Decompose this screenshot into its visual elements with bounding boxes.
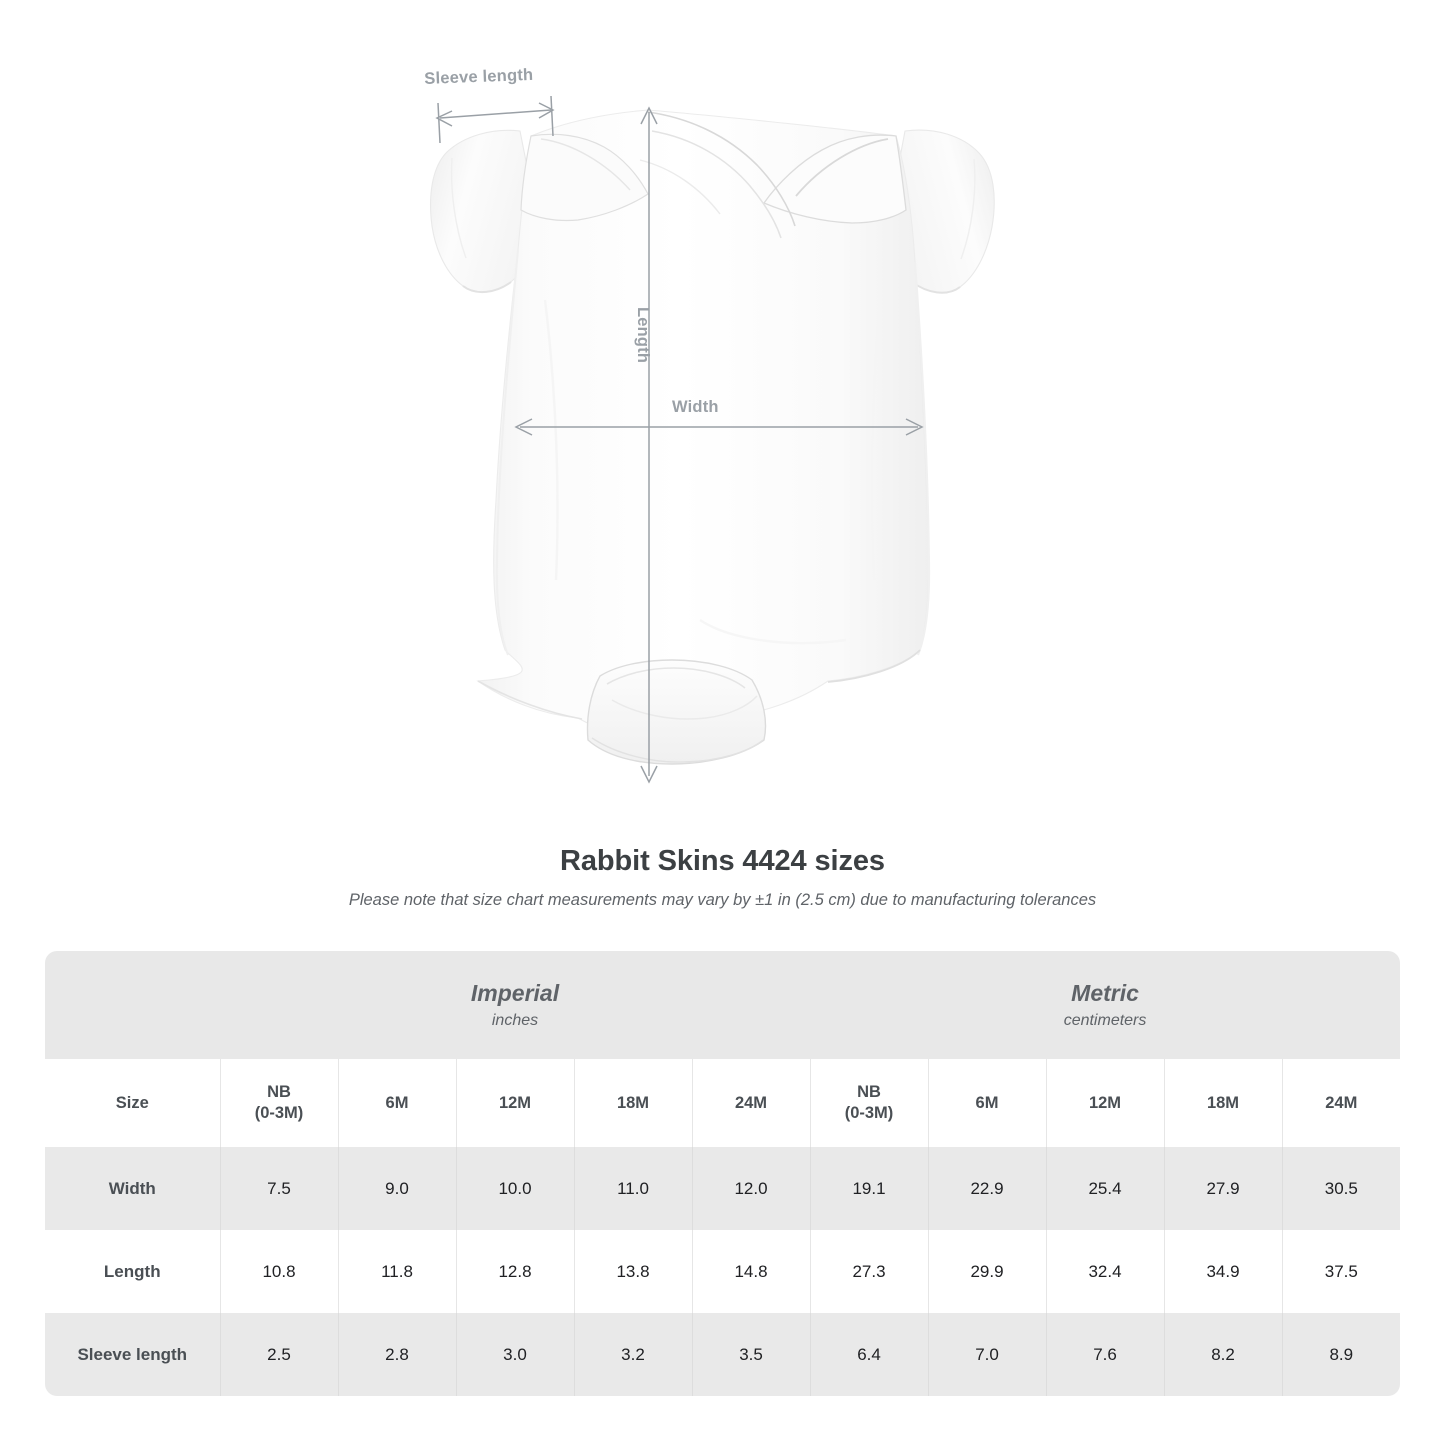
tolerance-note: Please note that size chart measurements… xyxy=(348,891,1097,909)
cell-length-imperial-6m: 11.8 xyxy=(337,1230,456,1313)
cell-sleeve-imperial-24m: 3.5 xyxy=(691,1313,811,1396)
cell-width-imperial-nb: 7.5 xyxy=(219,1147,338,1230)
cell-sleeve-imperial-6m: 2.8 xyxy=(337,1313,456,1396)
left-lap-shoulder xyxy=(520,133,649,222)
fabric-fold-1 xyxy=(543,299,559,581)
neckline-inner xyxy=(651,130,782,239)
unit-spacer-cell xyxy=(45,951,220,1059)
cell-length-metric-6m: 29.9 xyxy=(927,1230,1047,1313)
left-sleeve-fold xyxy=(450,157,467,259)
cell-sleeve-metric-nb: 6.4 xyxy=(809,1313,929,1396)
row-label-length: Length xyxy=(45,1230,220,1313)
row-label-width: Width xyxy=(45,1147,220,1230)
garment-illustration: Sleeve length Length Width xyxy=(424,66,995,784)
sleeve-dimension-arrow xyxy=(435,95,555,144)
cell-sleeve-metric-18m: 8.2 xyxy=(1163,1313,1283,1396)
cell-width-metric-18m: 27.9 xyxy=(1163,1147,1283,1230)
cell-sleeve-metric-6m: 7.0 xyxy=(927,1313,1047,1396)
header-col-metric-6m: 6M xyxy=(927,1059,1047,1147)
cell-sleeve-imperial-nb: 2.5 xyxy=(219,1313,338,1396)
bodysuit-diagram xyxy=(430,95,995,784)
right-lap-seam xyxy=(795,138,889,197)
header-col-metric-18m: 18M xyxy=(1163,1059,1283,1147)
cell-sleeve-metric-12m: 7.6 xyxy=(1045,1313,1165,1396)
crotch-snap-panel xyxy=(586,659,767,765)
length-label: Length xyxy=(634,307,652,364)
snap-panel-fold xyxy=(611,695,758,720)
header-col-metric-12m: 12M xyxy=(1045,1059,1165,1147)
unit-metric-cell: Metric centimeters xyxy=(810,951,1401,1059)
width-dimension-arrow xyxy=(514,418,924,436)
cell-sleeve-metric-24m: 8.9 xyxy=(1281,1313,1401,1396)
cell-length-imperial-12m: 12.8 xyxy=(455,1230,574,1313)
header-line2: (0-3M) xyxy=(844,1104,894,1122)
width-label: Width xyxy=(672,398,719,416)
fabric-fold-2 xyxy=(870,299,882,581)
cell-length-imperial-nb: 10.8 xyxy=(219,1230,338,1313)
header-col-metric-nb: NB (0-3M) xyxy=(809,1059,929,1147)
header-col-imperial-12m: 12M xyxy=(455,1059,574,1147)
cell-length-metric-12m: 32.4 xyxy=(1045,1230,1165,1313)
bottom-hem-right xyxy=(827,649,921,683)
length-dimension-arrow xyxy=(640,106,658,784)
header-col-metric-24m: 24M xyxy=(1281,1059,1401,1147)
cell-width-imperial-12m: 10.0 xyxy=(455,1147,574,1230)
left-sleeve-hem xyxy=(462,281,512,294)
neck-rib-left xyxy=(639,159,721,215)
neckline-outer xyxy=(647,111,796,227)
cell-length-metric-24m: 37.5 xyxy=(1281,1230,1401,1313)
left-lap-seam xyxy=(540,138,631,191)
snap-panel-edge xyxy=(606,667,746,689)
table-row: Length 10.8 11.8 12.8 13.8 14.8 27.3 29.… xyxy=(45,1230,1401,1313)
unit-imperial-name: Imperial xyxy=(470,980,560,1007)
right-lap-shoulder xyxy=(763,134,907,224)
unit-system-row: Imperial inches Metric centimeters xyxy=(45,951,1401,1059)
unit-imperial-cell: Imperial inches xyxy=(220,951,811,1059)
table-row: Sleeve length 2.5 2.8 3.0 3.2 3.5 6.4 7.… xyxy=(45,1313,1401,1396)
cell-sleeve-imperial-18m: 3.2 xyxy=(573,1313,692,1396)
header-size-label: Size xyxy=(45,1059,220,1147)
size-header-row: Size NB (0-3M) 6M 12M 18M 24M NB (0-3M) … xyxy=(45,1059,1401,1147)
unit-imperial-sub: inches xyxy=(491,1011,539,1029)
header-line1: NB xyxy=(857,1083,881,1102)
right-sleeve-fold xyxy=(960,158,976,260)
header-col-imperial-18m: 18M xyxy=(573,1059,692,1147)
body-right-edge xyxy=(914,261,931,656)
cell-width-metric-6m: 22.9 xyxy=(927,1147,1047,1230)
header-line2: (0-3M) xyxy=(254,1104,304,1122)
snap-panel-bottom xyxy=(591,737,764,763)
row-label-sleeve-length: Sleeve length xyxy=(45,1313,220,1396)
cell-length-imperial-24m: 14.8 xyxy=(691,1230,811,1313)
bottom-hem-left xyxy=(477,680,583,720)
cell-width-metric-24m: 30.5 xyxy=(1281,1147,1401,1230)
size-chart-table: Imperial inches Metric centimeters Size … xyxy=(45,951,1401,1396)
cell-width-imperial-6m: 9.0 xyxy=(337,1147,456,1230)
cell-length-metric-18m: 34.9 xyxy=(1163,1230,1283,1313)
page-title: Rabbit Skins 4424 sizes xyxy=(560,845,885,877)
body-left-edge xyxy=(495,249,519,656)
fabric-fold-3 xyxy=(699,619,847,645)
unit-metric-sub: centimeters xyxy=(1063,1011,1147,1029)
cell-length-imperial-18m: 13.8 xyxy=(573,1230,692,1313)
table-row: Width 7.5 9.0 10.0 11.0 12.0 19.1 22.9 2… xyxy=(45,1147,1401,1230)
title-block: Rabbit Skins 4424 sizes Please note that… xyxy=(0,845,1445,910)
cell-width-imperial-24m: 12.0 xyxy=(691,1147,811,1230)
cell-length-metric-nb: 27.3 xyxy=(809,1230,929,1313)
header-col-imperial-nb: NB (0-3M) xyxy=(219,1059,338,1147)
cell-width-metric-nb: 19.1 xyxy=(809,1147,929,1230)
cell-width-metric-12m: 25.4 xyxy=(1045,1147,1165,1230)
header-col-imperial-24m: 24M xyxy=(691,1059,811,1147)
cell-sleeve-imperial-12m: 3.0 xyxy=(455,1313,574,1396)
header-col-imperial-6m: 6M xyxy=(337,1059,456,1147)
unit-metric-name: Metric xyxy=(1071,980,1139,1007)
cell-width-imperial-18m: 11.0 xyxy=(573,1147,692,1230)
header-line1: NB xyxy=(267,1083,291,1102)
